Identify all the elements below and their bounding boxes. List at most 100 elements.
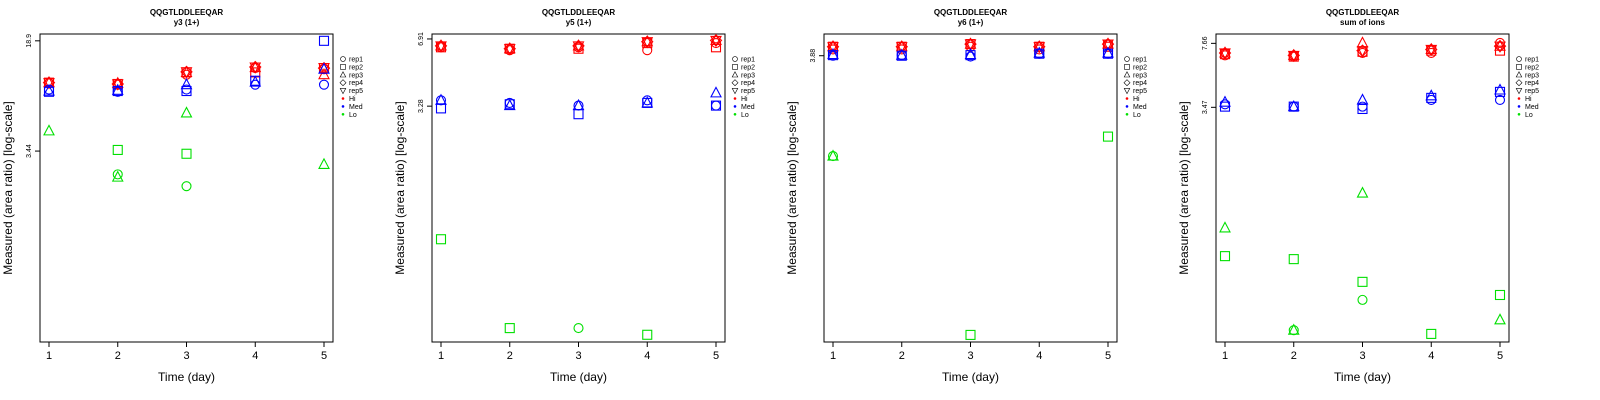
data-point-hi-rep5 xyxy=(1287,50,1300,63)
x-tick-label: 5 xyxy=(1497,350,1503,362)
y-tick-label: 3.28 xyxy=(418,99,425,113)
data-point-med-rep3 xyxy=(1356,93,1369,105)
data-point-hi-rep3 xyxy=(503,42,516,54)
data-point-lo-rep3 xyxy=(43,124,55,136)
legend-label: rep2 xyxy=(349,64,363,71)
legend-label: Lo xyxy=(1525,112,1533,119)
x-axis-label: Time (day) xyxy=(1334,370,1391,384)
data-point-lo-rep1 xyxy=(112,169,123,180)
data-point-med-rep1 xyxy=(1494,94,1506,106)
legend-label: Hi xyxy=(349,96,356,103)
legend-symbol-rep5 xyxy=(339,88,347,95)
legend-label: Hi xyxy=(1525,96,1532,103)
legend-label: rep2 xyxy=(1133,64,1147,71)
legend-dot-med xyxy=(341,105,345,108)
y-tick-label: 3.88 xyxy=(810,49,817,63)
data-point-med-rep3 xyxy=(1102,46,1114,58)
legend-dot-hi xyxy=(733,97,737,100)
data-point-med-rep2 xyxy=(965,50,976,61)
data-point-lo-rep3 xyxy=(827,149,839,161)
x-axis-label: Time (day) xyxy=(942,370,999,384)
x-tick-label: 1 xyxy=(830,350,836,362)
legend-label: rep4 xyxy=(1525,80,1539,87)
data-point-lo-rep2 xyxy=(435,234,447,245)
data-point-med-rep2 xyxy=(318,35,330,46)
legend-label: Lo xyxy=(349,112,357,119)
legend-label: rep3 xyxy=(349,72,363,79)
data-point-lo-rep2 xyxy=(965,329,976,340)
data-point-hi-rep3 xyxy=(572,39,585,51)
data-point-hi-rep5 xyxy=(180,67,193,79)
y-tick-label: 18.9 xyxy=(26,34,33,48)
legend-symbol-rep1 xyxy=(732,56,738,62)
data-point-hi-rep3 xyxy=(435,39,447,51)
legend-label: rep2 xyxy=(1525,64,1539,71)
legend-symbol-rep3 xyxy=(731,71,739,78)
data-point-hi-rep3 xyxy=(1287,48,1300,60)
x-axis-label: Time (day) xyxy=(158,370,215,384)
legend-symbol-rep3 xyxy=(1123,71,1131,78)
legend-dot-lo xyxy=(1517,113,1521,116)
data-point-lo-rep2 xyxy=(1357,276,1368,287)
data-point-med-rep2 xyxy=(827,50,839,61)
data-point-hi-rep5 xyxy=(572,41,585,53)
data-point-hi-rep5 xyxy=(1033,42,1046,54)
x-tick-label: 1 xyxy=(438,350,444,362)
x-tick-label: 2 xyxy=(115,350,121,362)
legend-label: rep5 xyxy=(349,88,363,95)
x-tick-label: 5 xyxy=(321,350,327,362)
data-point-lo-rep3 xyxy=(1494,313,1506,325)
data-point-med-rep2 xyxy=(43,86,55,97)
data-point-lo-rep2 xyxy=(504,323,515,334)
legend-label: Lo xyxy=(1133,112,1141,119)
legend-label: Lo xyxy=(741,112,749,119)
legend-label: Med xyxy=(741,104,755,111)
legend-label: rep4 xyxy=(1133,80,1147,87)
data-point-med-rep3 xyxy=(1287,99,1300,112)
x-tick-label: 3 xyxy=(1359,350,1365,362)
legend-symbol-rep3 xyxy=(339,71,347,78)
y-tick-label: 6.91 xyxy=(418,32,425,46)
legend-symbol-rep1 xyxy=(340,56,346,62)
legend-dot-med xyxy=(733,105,737,108)
y-tick-label: 3.44 xyxy=(26,144,33,158)
data-point-med-rep3 xyxy=(1425,89,1438,101)
legend-label: Med xyxy=(1525,104,1539,111)
legend-dot-hi xyxy=(341,97,345,100)
data-point-med-rep3 xyxy=(318,62,330,74)
data-point-med-rep3 xyxy=(895,48,908,60)
data-point-lo-rep3 xyxy=(318,157,330,169)
x-tick-label: 5 xyxy=(1105,350,1111,362)
data-point-med-rep3 xyxy=(1494,83,1506,95)
x-tick-label: 4 xyxy=(644,350,650,362)
legend-label: rep2 xyxy=(741,64,755,71)
x-tick-label: 4 xyxy=(1036,350,1042,362)
data-point-hi-rep3 xyxy=(1219,46,1231,58)
data-point-med-rep3 xyxy=(435,93,447,105)
x-tick-label: 3 xyxy=(183,350,189,362)
data-point-hi-rep5 xyxy=(1356,46,1369,58)
legend-symbol-rep1 xyxy=(1516,56,1522,62)
chart-title: QQGTLDDLEEQAR xyxy=(1326,8,1400,17)
legend-symbol-rep4 xyxy=(731,79,739,87)
chart-title: QQGTLDDLEEQAR xyxy=(150,8,224,17)
data-point-lo-rep2 xyxy=(1426,328,1437,339)
y-tick-label: 3.47 xyxy=(1202,100,1209,114)
x-tick-label: 5 xyxy=(713,350,719,362)
legend-label: Med xyxy=(349,104,363,111)
data-point-lo-rep1 xyxy=(1357,294,1368,305)
data-point-hi-rep5 xyxy=(111,79,124,91)
data-point-hi-rep3 xyxy=(1033,40,1046,52)
data-point-med-rep3 xyxy=(1219,95,1231,107)
legend-symbol-rep2 xyxy=(1124,64,1130,70)
x-axis-label: Time (day) xyxy=(550,370,607,384)
y-axis-label: Measured (area ratio) [log-scale] xyxy=(393,101,407,274)
legend-label: rep4 xyxy=(741,80,755,87)
data-point-lo-rep3 xyxy=(180,106,193,118)
legend-dot-lo xyxy=(341,113,345,116)
legend-label: Hi xyxy=(741,96,748,103)
data-point-med-rep2 xyxy=(181,85,192,97)
legend-label: rep1 xyxy=(349,57,363,64)
